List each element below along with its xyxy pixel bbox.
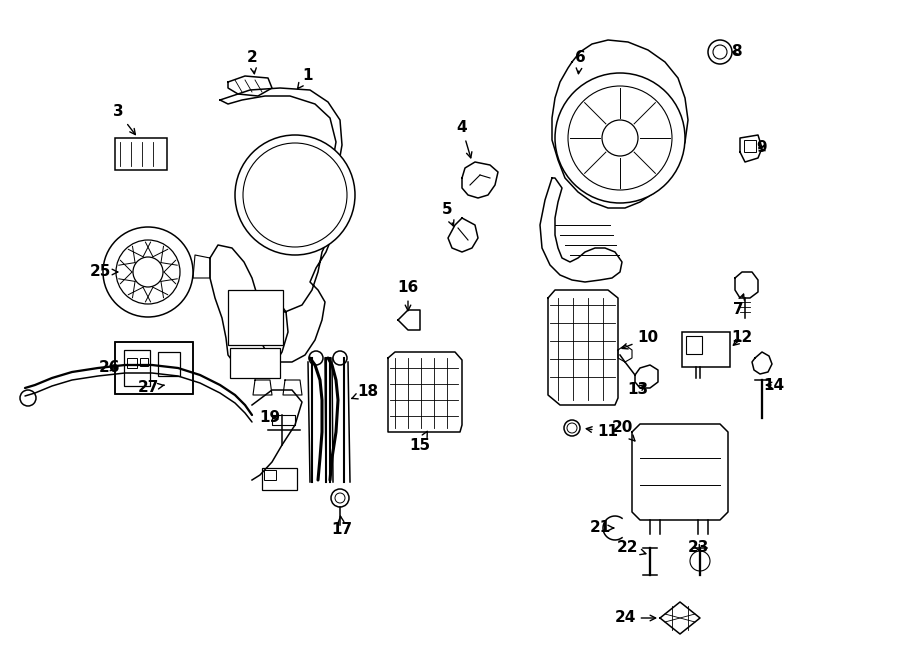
Circle shape xyxy=(103,227,193,317)
Text: 23: 23 xyxy=(688,540,708,555)
Polygon shape xyxy=(398,310,420,330)
Text: 5: 5 xyxy=(442,203,454,226)
Polygon shape xyxy=(548,290,618,405)
Text: 13: 13 xyxy=(627,383,649,397)
Polygon shape xyxy=(660,602,700,634)
Polygon shape xyxy=(632,424,728,520)
Text: 19: 19 xyxy=(259,410,281,426)
Text: 10: 10 xyxy=(622,330,659,349)
Circle shape xyxy=(690,551,710,571)
Text: 1: 1 xyxy=(298,68,313,89)
Circle shape xyxy=(555,73,685,203)
Bar xyxy=(264,470,276,480)
Bar xyxy=(686,336,702,354)
Circle shape xyxy=(335,493,345,503)
Text: 27: 27 xyxy=(138,381,165,395)
Polygon shape xyxy=(618,345,632,362)
Circle shape xyxy=(713,45,727,59)
Bar xyxy=(124,350,150,386)
Text: 18: 18 xyxy=(352,385,379,399)
Circle shape xyxy=(133,257,163,287)
Text: 22: 22 xyxy=(617,540,646,555)
Polygon shape xyxy=(228,76,272,96)
Circle shape xyxy=(235,135,355,255)
Bar xyxy=(744,140,756,152)
Text: 16: 16 xyxy=(398,281,418,310)
Polygon shape xyxy=(388,352,462,432)
Text: 14: 14 xyxy=(763,377,785,393)
Text: 24: 24 xyxy=(615,610,656,626)
Text: 6: 6 xyxy=(574,50,585,73)
Text: 15: 15 xyxy=(410,432,430,453)
Circle shape xyxy=(116,240,180,304)
Circle shape xyxy=(331,489,349,507)
Text: 8: 8 xyxy=(731,44,742,60)
Circle shape xyxy=(243,143,347,247)
Circle shape xyxy=(568,86,672,190)
Text: 7: 7 xyxy=(733,294,744,318)
Circle shape xyxy=(333,351,347,365)
Polygon shape xyxy=(740,135,762,162)
Text: 25: 25 xyxy=(89,265,118,279)
Circle shape xyxy=(602,120,638,156)
Text: 17: 17 xyxy=(331,516,353,538)
Text: 4: 4 xyxy=(456,120,472,158)
Bar xyxy=(115,342,193,394)
Polygon shape xyxy=(462,162,498,198)
Bar xyxy=(158,352,180,376)
Polygon shape xyxy=(552,40,688,208)
Polygon shape xyxy=(253,380,272,395)
Circle shape xyxy=(564,420,580,436)
Bar xyxy=(682,332,730,367)
Circle shape xyxy=(309,351,323,365)
Bar xyxy=(127,358,137,368)
Bar xyxy=(228,290,283,345)
Bar xyxy=(140,358,148,366)
Text: 12: 12 xyxy=(732,330,752,346)
Polygon shape xyxy=(448,218,478,252)
Text: 26: 26 xyxy=(99,361,121,375)
Polygon shape xyxy=(272,415,295,425)
Circle shape xyxy=(567,423,577,433)
Polygon shape xyxy=(540,178,622,282)
Polygon shape xyxy=(735,272,758,298)
Bar xyxy=(115,342,193,394)
Circle shape xyxy=(708,40,732,64)
Polygon shape xyxy=(210,88,342,372)
Polygon shape xyxy=(193,255,210,278)
Text: 2: 2 xyxy=(247,50,257,73)
Bar xyxy=(115,138,167,170)
Bar xyxy=(230,348,280,378)
Text: 21: 21 xyxy=(590,520,614,536)
Bar xyxy=(262,468,297,490)
Circle shape xyxy=(20,390,36,406)
Text: 20: 20 xyxy=(611,420,634,441)
Polygon shape xyxy=(283,380,302,395)
Text: 3: 3 xyxy=(112,105,135,134)
Text: 9: 9 xyxy=(757,140,768,156)
Text: 11: 11 xyxy=(586,424,618,440)
Polygon shape xyxy=(635,365,658,388)
Polygon shape xyxy=(752,352,772,374)
